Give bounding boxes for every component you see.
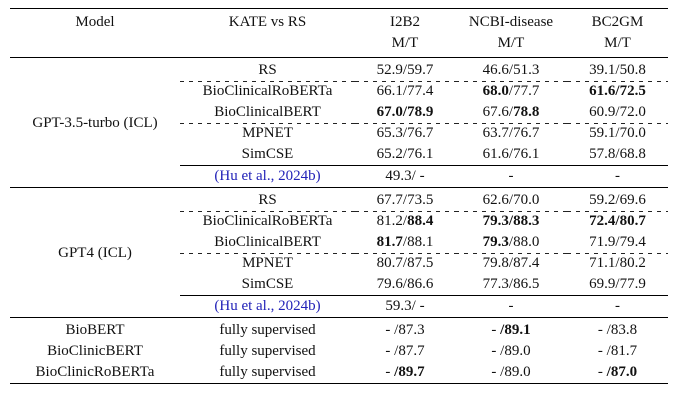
model-group-label-gpt4: GPT4 (ICL) (10, 187, 180, 318)
score-cell: 67.0/78.9 (376, 104, 434, 120)
score-cell: 81.2/88.4 (355, 211, 455, 232)
score-cell: - (567, 295, 668, 318)
score-cell: - /87.0 (597, 364, 638, 380)
score-cell: - /87.7 (385, 343, 425, 359)
dataset-name: BC2GM (591, 14, 644, 30)
score-cell: 67.6/78.8 (482, 104, 540, 120)
method-cell: SimCSE (241, 276, 294, 292)
table-row: (Hu et al., 2024b) 49.3/ - - - (10, 165, 668, 188)
score-cell: 65.3/76.7 (355, 123, 455, 144)
score-cell: 71.9/79.4 (589, 234, 646, 250)
score-cell: 81.7/88.1 (376, 234, 434, 250)
method-cell: MPNET (180, 253, 355, 274)
table-row: SimCSE 79.6/86.6 77.3/86.5 69.9/77.9 (10, 274, 668, 296)
dataset-name: NCBI-disease (468, 14, 554, 30)
score-cell: - /89.1 (491, 322, 531, 338)
table-row: BioClinicBERT fully supervised - /87.7 -… (10, 341, 668, 362)
method-cell: BioClinicalBERT (214, 234, 321, 250)
method-cell: RS (258, 192, 277, 208)
score-cell: - /89.0 (491, 343, 531, 359)
score-cell: 61.6/76.1 (482, 146, 540, 162)
score-cell: 59.3/ - (355, 295, 455, 318)
table-row: MPNET 65.3/76.7 63.7/76.7 59.1/70.0 (10, 123, 668, 144)
metric-label: M/T (604, 35, 631, 51)
column-header-kate-vs-rs: KATE vs RS (180, 8, 355, 58)
model-group-label-gpt35: GPT-3.5-turbo (ICL) (10, 57, 180, 188)
score-cell: - /83.8 (597, 322, 638, 338)
column-header-i2b2: I2B2 M/T (355, 8, 455, 58)
table-row: GPT-3.5-turbo (ICL) RS 52.9/59.7 46.6/51… (10, 57, 668, 188)
score-cell: - (455, 165, 567, 188)
score-cell: - (567, 165, 668, 188)
method-cell: MPNET (180, 123, 355, 144)
score-cell: 52.9/59.7 (376, 62, 434, 78)
method-cell: SimCSE (241, 146, 294, 162)
score-cell: 79.6/86.6 (376, 276, 434, 292)
model-cell: BioBERT (65, 322, 125, 338)
results-table: Model KATE vs RS I2B2 M/T NCBI-disease M… (10, 8, 668, 384)
table-row: MPNET 80.7/87.5 79.8/87.4 71.1/80.2 (10, 253, 668, 274)
score-cell: 63.7/76.7 (455, 123, 567, 144)
score-cell: 68.0/77.7 (455, 81, 567, 102)
method-cell: (Hu et al., 2024b) (180, 295, 355, 318)
score-cell: 72.4/80.7 (567, 211, 668, 232)
score-cell: - /89.7 (385, 364, 425, 380)
score-cell: 79.3/88.0 (482, 234, 540, 250)
table-row: BioClinicalRoBERTa 66.1/77.4 68.0/77.7 6… (10, 81, 668, 102)
score-cell: 59.2/69.6 (589, 192, 646, 208)
score-cell: 60.9/72.0 (589, 104, 646, 120)
metric-label: M/T (497, 35, 525, 51)
score-cell: 79.3/88.3 (455, 211, 567, 232)
column-header-bc2gm: BC2GM M/T (567, 8, 668, 58)
paper-table-region: Model KATE vs RS I2B2 M/T NCBI-disease M… (10, 8, 668, 384)
score-cell: 62.6/70.0 (482, 192, 540, 208)
column-header-ncbi-disease: NCBI-disease M/T (455, 8, 567, 58)
method-cell: BioClinicalBERT (214, 104, 321, 120)
score-cell: 67.7/73.5 (376, 192, 434, 208)
model-cell: BioClinicRoBERTa (35, 364, 155, 380)
model-cell: BioClinicBERT (47, 343, 143, 359)
score-cell: 57.8/68.8 (589, 146, 646, 162)
dataset-name: I2B2 (390, 14, 420, 30)
table-row: BioClinicalBERT 81.7/88.1 79.3/88.0 71.9… (10, 232, 668, 253)
table-row: BioBERT fully supervised - /87.3 - /89.1… (10, 318, 668, 342)
score-cell: 71.1/80.2 (567, 253, 668, 274)
score-cell: 49.3/ - (355, 165, 455, 188)
score-cell: 69.9/77.9 (589, 276, 646, 292)
table-row: GPT4 (ICL) RS 67.7/73.5 62.6/70.0 59.2/6… (10, 187, 668, 318)
score-cell: 65.2/76.1 (376, 146, 434, 162)
table-row: BioClinicRoBERTa fully supervised - /89.… (10, 362, 668, 384)
table-row: SimCSE 65.2/76.1 61.6/76.1 57.8/68.8 (10, 144, 668, 166)
score-cell: - /87.3 (385, 322, 425, 338)
method-cell: fully supervised (219, 343, 316, 359)
metric-label: M/T (391, 35, 419, 51)
score-cell: - /81.7 (597, 343, 638, 359)
score-cell: 46.6/51.3 (482, 62, 540, 78)
score-cell: 61.6/72.5 (567, 81, 668, 102)
method-cell: RS (258, 62, 277, 78)
score-cell: 77.3/86.5 (482, 276, 540, 292)
method-cell: (Hu et al., 2024b) (180, 165, 355, 188)
score-cell: 66.1/77.4 (355, 81, 455, 102)
score-cell: 79.8/87.4 (455, 253, 567, 274)
score-cell: - (455, 295, 567, 318)
table-row: (Hu et al., 2024b) 59.3/ - - - (10, 295, 668, 318)
method-cell: fully supervised (219, 322, 316, 338)
header-row: Model KATE vs RS I2B2 M/T NCBI-disease M… (10, 8, 668, 58)
citation-link[interactable]: (Hu et al., 2024b) (214, 168, 321, 184)
score-cell: 80.7/87.5 (355, 253, 455, 274)
table-row: BioClinicalRoBERTa 81.2/88.4 79.3/88.3 7… (10, 211, 668, 232)
score-cell: 59.1/70.0 (567, 123, 668, 144)
column-header-model: Model (10, 8, 180, 58)
method-cell: fully supervised (219, 364, 316, 380)
table-row: BioClinicalBERT 67.0/78.9 67.6/78.8 60.9… (10, 102, 668, 123)
method-cell: BioClinicalRoBERTa (180, 211, 355, 232)
score-cell: 39.1/50.8 (589, 62, 646, 78)
method-cell: BioClinicalRoBERTa (180, 81, 355, 102)
citation-link[interactable]: (Hu et al., 2024b) (214, 298, 321, 314)
score-cell: - /89.0 (491, 364, 531, 380)
